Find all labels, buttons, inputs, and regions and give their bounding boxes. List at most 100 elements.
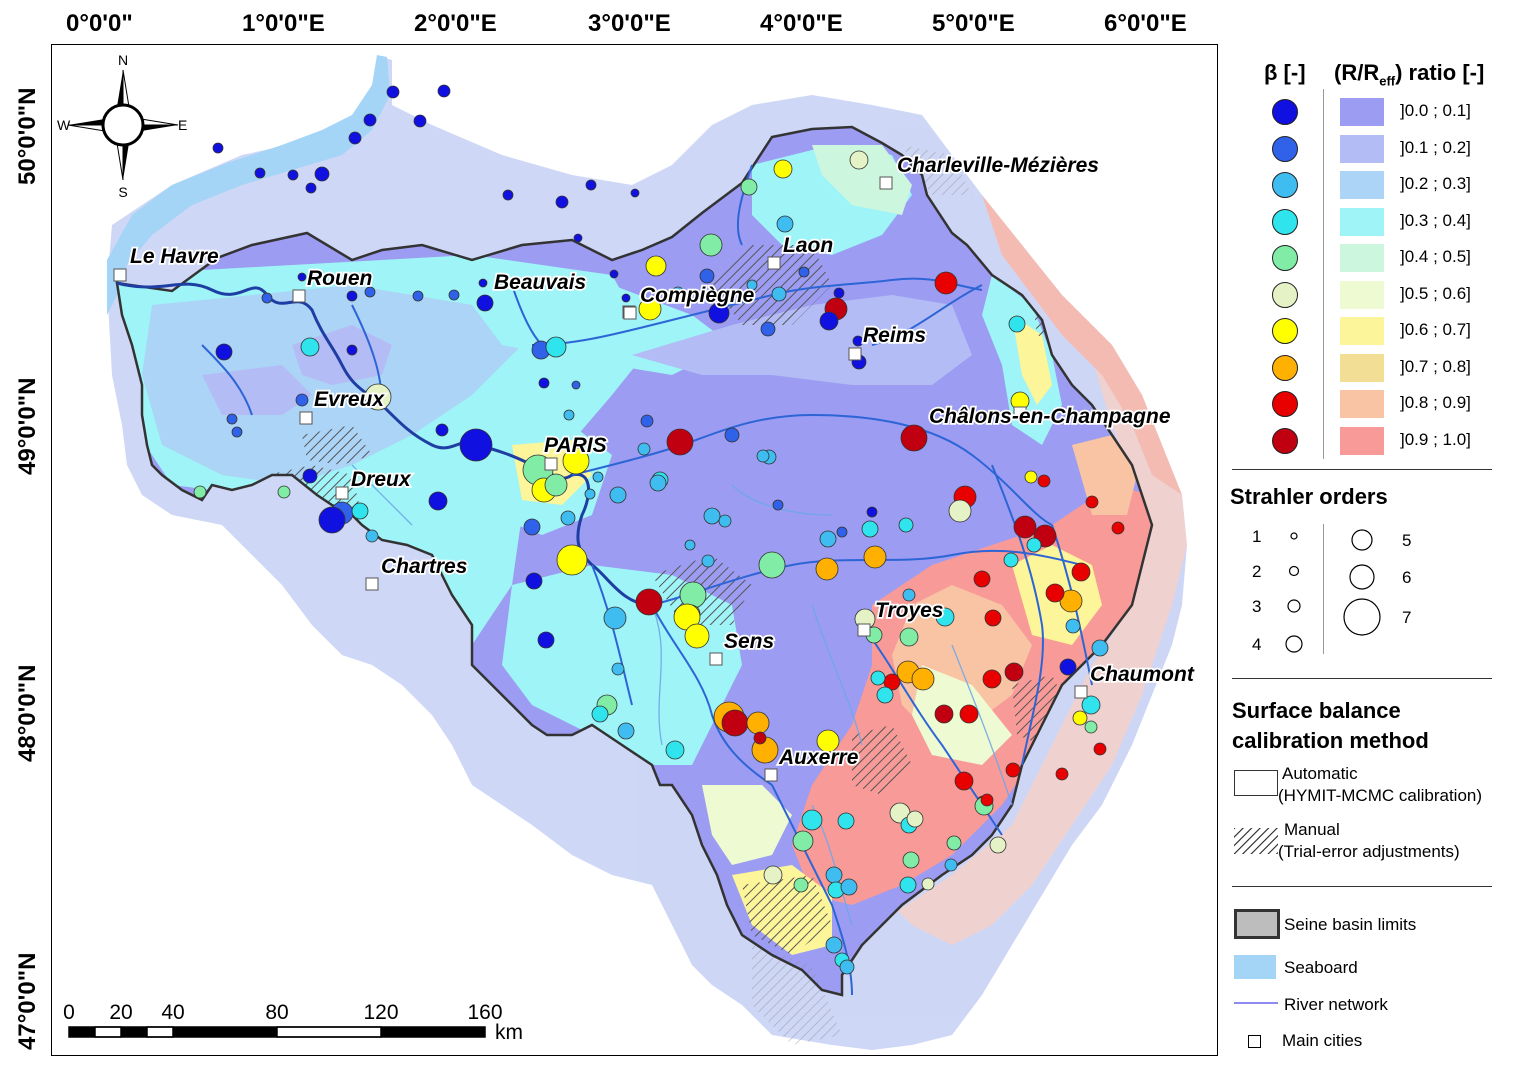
beta-gauge-point [776, 215, 794, 233]
beta-gauge-point [837, 812, 855, 830]
beta-gauge-point [721, 709, 749, 737]
city-label: Auxerre [778, 746, 859, 769]
city-label: Sens [724, 630, 774, 653]
beta-gauge-point [684, 539, 696, 551]
beta-gauge-point [1085, 495, 1099, 509]
city-marker [848, 347, 862, 361]
city-label: Compiègne [640, 284, 755, 307]
beta-gauge-point [665, 740, 685, 760]
legend-class-label: ]0.6 ; 0.7] [1400, 320, 1471, 339]
beta-gauge-point [193, 485, 207, 499]
beta-gauge-point [840, 878, 858, 896]
legend-class-label: ]0.9 ; 1.0] [1400, 429, 1471, 449]
beta-gauge-point [1008, 315, 1026, 333]
legend-divider-vertical-2 [1323, 524, 1324, 654]
strahler-label-3: 3 [1252, 597, 1261, 616]
manual-label: Manual [1284, 820, 1340, 839]
beta-gauge-point [718, 514, 732, 528]
beta-gauge-point [934, 704, 954, 724]
beta-gauge-point [562, 447, 590, 475]
beta-gauge-point [900, 424, 928, 452]
beta-gauge-point [833, 287, 845, 299]
beta-gauge-point [435, 423, 449, 437]
legend-ratio-swatch [1340, 171, 1384, 199]
strahler-circle-2 [1288, 565, 1300, 577]
seine-basin-limits [115, 125, 1154, 997]
beta-gauge-point [630, 188, 640, 198]
city-marker [764, 768, 778, 782]
beta-gauge-point [819, 530, 837, 548]
beta-gauge-point [1059, 658, 1077, 676]
beta-gauge-point [760, 321, 776, 337]
beta-gauge-point [502, 189, 514, 201]
beta-gauge-point [839, 959, 855, 975]
beta-gauge-point [1111, 521, 1125, 535]
strahler-circle-4 [1285, 635, 1303, 653]
beta-gauge-point [637, 442, 651, 456]
city-label: Evreux [314, 388, 385, 411]
city-label: Laon [783, 234, 833, 257]
legend-divider-vertical [1323, 89, 1324, 459]
compass-w: W [57, 117, 71, 133]
legend-class-label: ]0.1 ; 0.2] [1400, 137, 1471, 157]
legend-beta-swatch [1272, 391, 1298, 417]
city-label: Châlons-en-Champagne [929, 405, 1171, 428]
city-label: Charleville-Mézières [897, 154, 1099, 177]
beta-gauge-point [1005, 762, 1021, 778]
city-marker [857, 623, 871, 637]
beta-gauge-point [753, 731, 767, 745]
legend-ratio-swatch [1340, 426, 1384, 455]
beta-gauge-point [815, 557, 839, 581]
beta-gauge-point [746, 279, 758, 291]
beta-gauge-point [703, 507, 721, 525]
city-marker [113, 268, 127, 282]
beta-gauge-point [459, 428, 493, 462]
lat-label-50: 50°0'0"N [14, 87, 41, 185]
beta-gauge-point [363, 113, 377, 127]
method-header-1: Surface balance [1232, 698, 1401, 723]
manual-area-outside [752, 945, 842, 1045]
beta-gauge-point [523, 518, 541, 536]
beta-gauge-point [305, 182, 317, 194]
beta-gauge-point [649, 474, 667, 492]
beta-gauge-point [215, 343, 233, 361]
beta-gauge-point [555, 195, 569, 209]
legend-class-label: ]0.2 ; 0.3] [1400, 174, 1471, 193]
beta-gauge-point [573, 233, 583, 243]
legend-class-label: ]0.3 ; 0.4] [1400, 210, 1471, 230]
beta-gauge-point [412, 290, 424, 302]
beta-gauge-point [640, 414, 654, 428]
scale-tick-40: 40 [161, 1001, 184, 1024]
beta-gauge-point [836, 526, 848, 538]
beta-gauge-point [921, 877, 935, 891]
beta-gauge-point [617, 722, 635, 740]
beta-gauge-point [825, 866, 843, 884]
beta-gauge-point [1003, 552, 1019, 568]
beta-gauge-point [724, 427, 740, 443]
beta-gauge-point [746, 711, 770, 735]
legend-beta-swatch [1272, 354, 1298, 381]
legend-beta-header: β [-] [1264, 60, 1306, 85]
beta-gauge-point [959, 704, 979, 724]
legend-class-label: ]0.8 ; 0.9] [1400, 393, 1471, 412]
beta-gauge-point [870, 670, 886, 686]
city-marker [544, 457, 558, 471]
scale-tick-0: 0 [63, 1001, 75, 1024]
strahler-circle-7 [1343, 598, 1381, 636]
city-label: Chartres [381, 555, 467, 578]
automatic-sublabel: (HYMIT-MCMC calibration) [1278, 786, 1483, 805]
beta-gauge-point [699, 268, 715, 284]
beta-gauge-point [876, 686, 894, 704]
beta-gauge-point [346, 344, 358, 356]
beta-gauge-point [849, 150, 869, 170]
beta-gauge-point [592, 471, 604, 483]
beta-gauge-point [1024, 470, 1038, 484]
scale-tick-20: 20 [109, 1001, 132, 1024]
beta-gauge-point [1059, 589, 1083, 613]
city-marker [292, 289, 306, 303]
lat-label-48: 48°0'0"N [14, 664, 41, 762]
beta-gauge-point [793, 877, 809, 893]
beta-gauge-point [254, 167, 266, 179]
beta-gauge-point [226, 413, 238, 425]
city-marker [1013, 406, 1027, 420]
